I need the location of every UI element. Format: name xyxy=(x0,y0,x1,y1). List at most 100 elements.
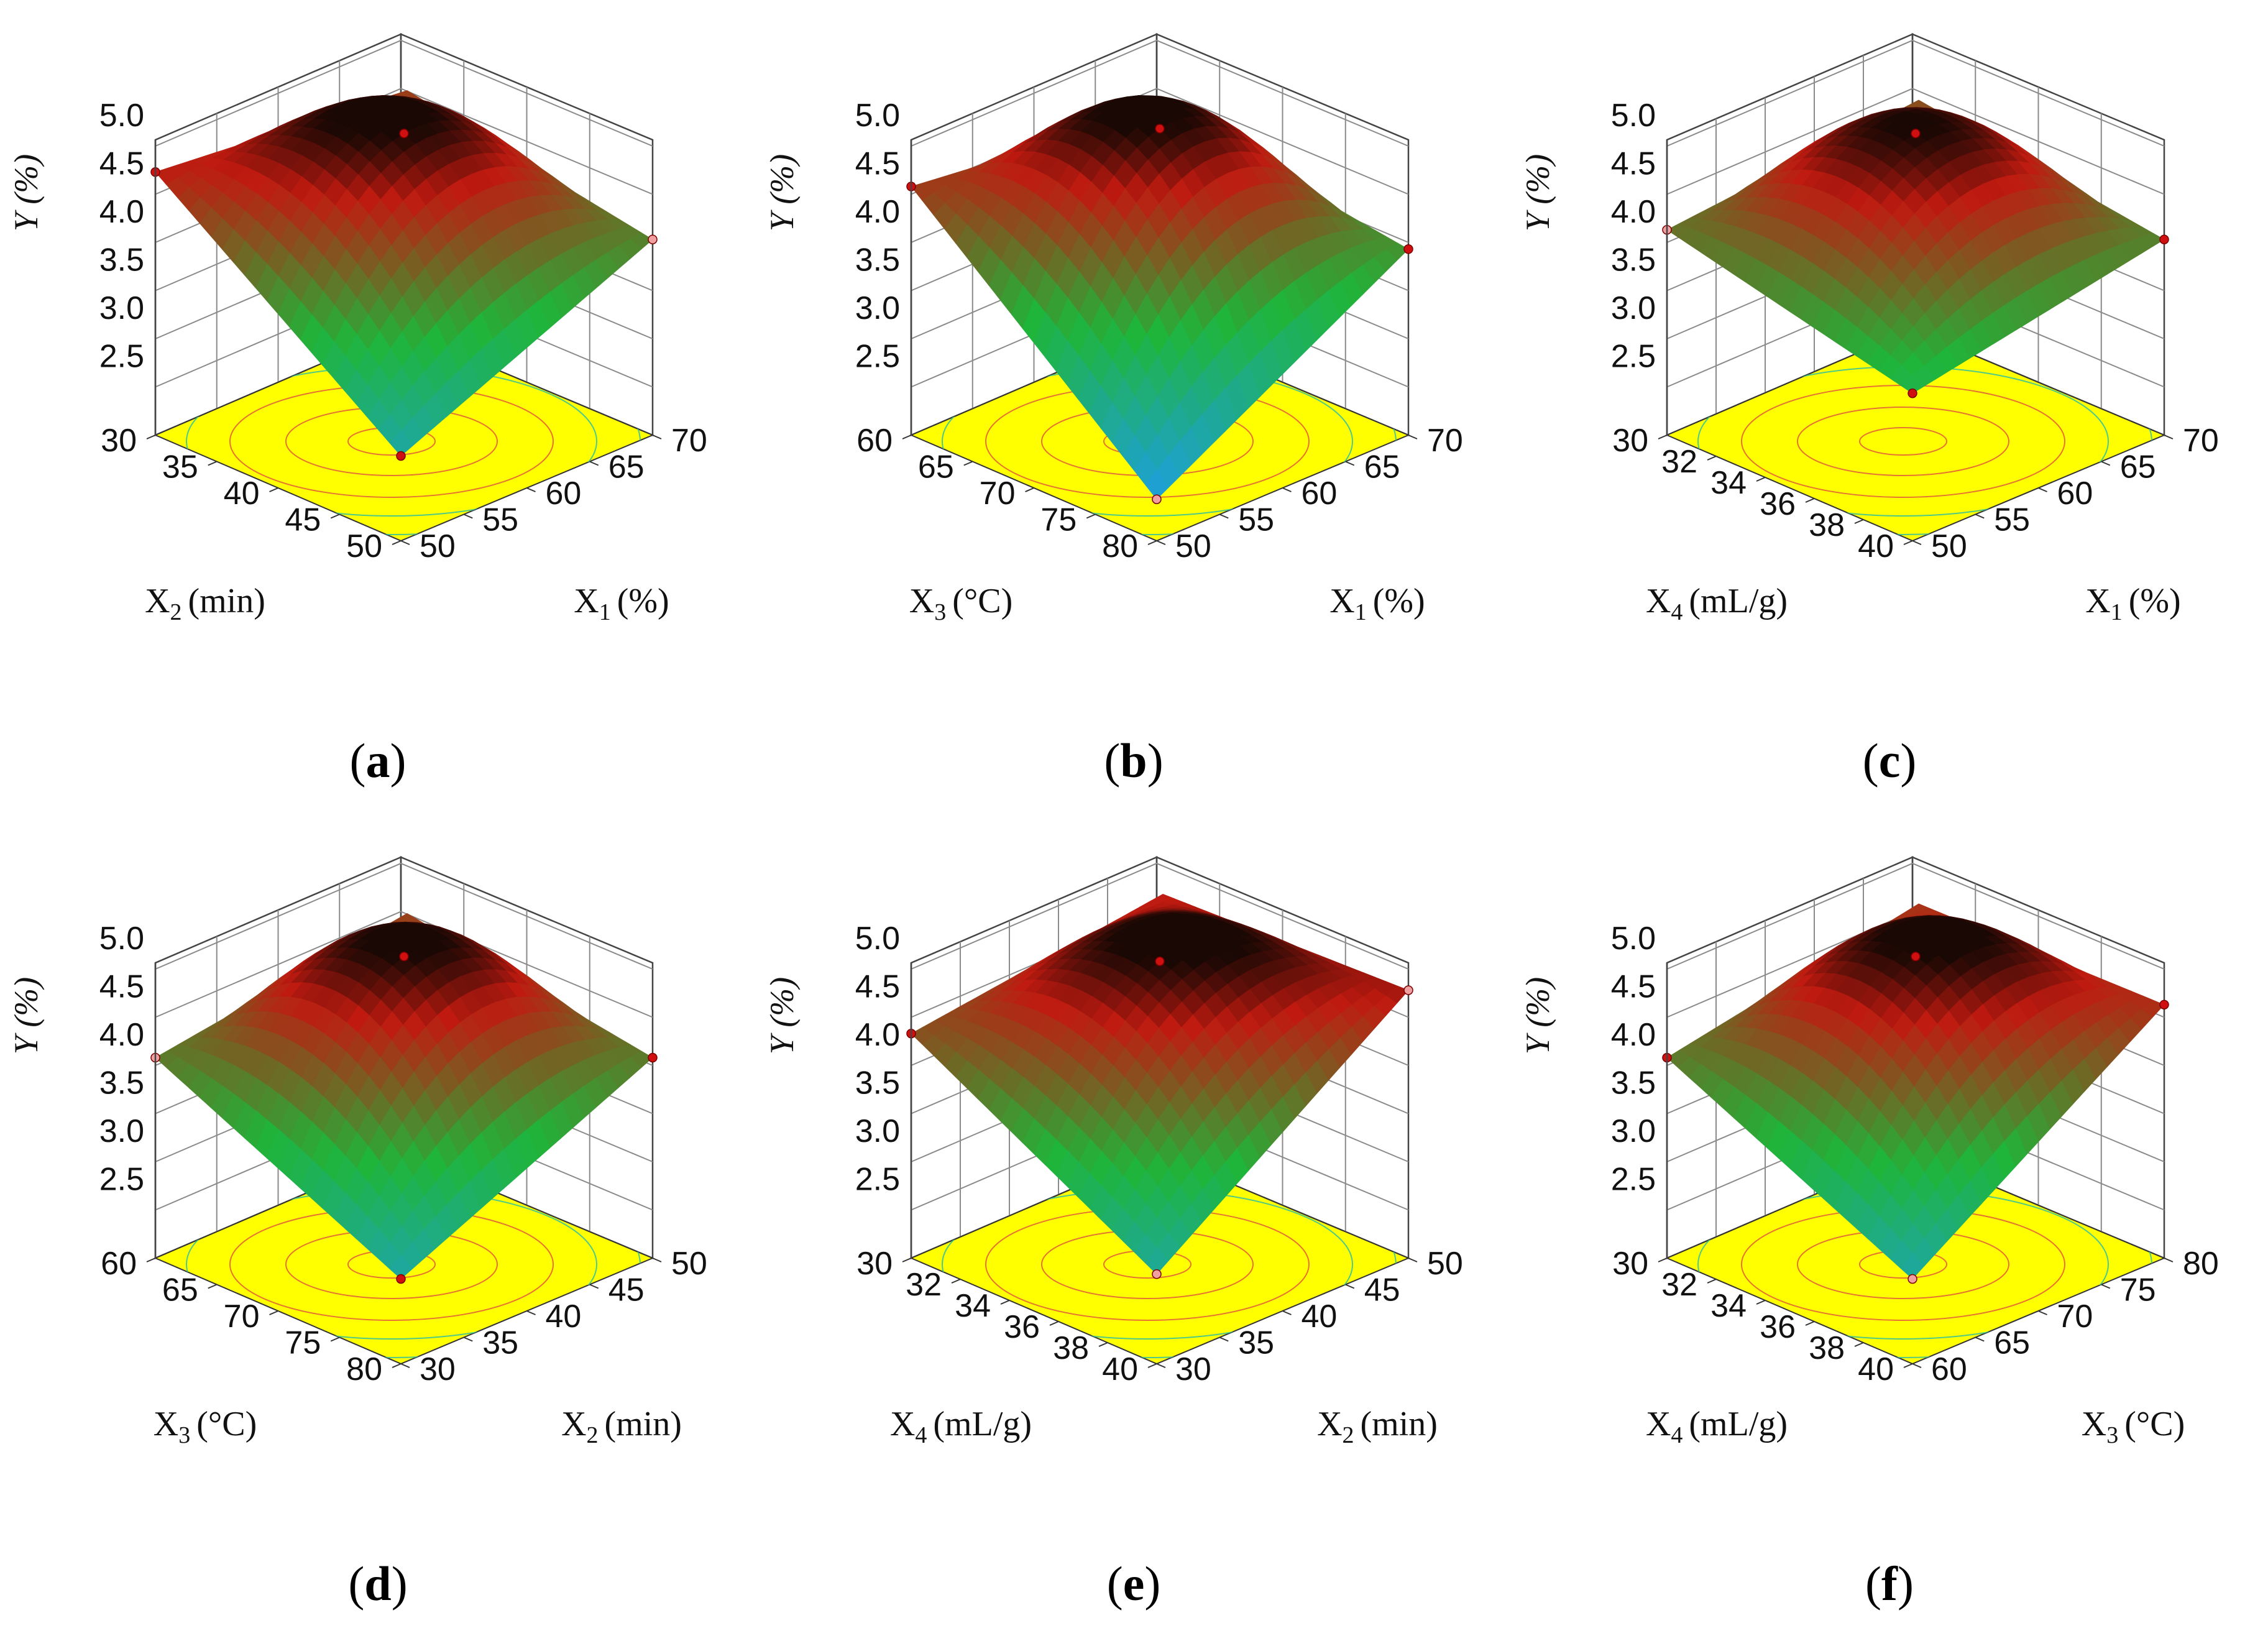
design-point xyxy=(1403,985,1413,995)
surface-patch xyxy=(1901,1253,1924,1280)
design-point xyxy=(2159,1000,2169,1009)
contour-line xyxy=(1859,427,1947,456)
x-tick-mark xyxy=(1854,519,1864,524)
x-tick-label: 60 xyxy=(101,1246,137,1282)
x-tick-mark xyxy=(392,1363,402,1368)
y-tick-mark xyxy=(1345,461,1355,466)
x-tick-label: 50 xyxy=(346,528,382,564)
x-tick-mark xyxy=(1805,498,1815,503)
z-tick-label: 3.0 xyxy=(1611,290,1656,326)
x-tick-mark xyxy=(1658,1257,1668,1262)
x-tick-label: 70 xyxy=(224,1299,260,1335)
z-axis-title: Y (%) xyxy=(763,154,801,231)
x-tick-label: 32 xyxy=(906,1267,942,1303)
z-axis: 2.5 3.0 3.5 4.0 4.5 5.0 Y (%) xyxy=(7,921,157,1258)
design-point xyxy=(2159,234,2169,244)
z-gridline xyxy=(155,862,653,970)
y-tick-label: 80 xyxy=(2183,1246,2219,1282)
surface-patch xyxy=(389,430,413,457)
x-axis-title: X4 (mL/g) xyxy=(1646,582,1788,625)
x-tick-label: 45 xyxy=(285,502,321,538)
y-axis-title: X1 (%) xyxy=(2085,582,2180,625)
y-axis: 50 55 60 65 70 X1 (%) xyxy=(1156,423,1463,625)
design-point xyxy=(396,451,406,461)
x-tick-label: 40 xyxy=(1102,1351,1138,1387)
x-tick-label: 30 xyxy=(1612,1246,1648,1282)
z-axis: 2.5 3.0 3.5 4.0 4.5 5.0 Y (%) xyxy=(763,921,912,1258)
z-tick-label: 3.5 xyxy=(855,1065,900,1101)
y-tick-mark xyxy=(2164,434,2174,439)
x-tick-label: 32 xyxy=(1661,444,1697,480)
z-tick-label: 2.5 xyxy=(855,339,900,375)
y-tick-label: 65 xyxy=(1994,1325,2030,1361)
z-axis-title: Y (%) xyxy=(1519,977,1556,1054)
y-axis: 50 55 60 65 70 X1 (%) xyxy=(400,423,707,625)
y-tick-label: 40 xyxy=(546,1299,582,1335)
chart-panel-a: 2.5 3.0 3.5 4.0 4.5 5.0 Y (%) 30 35 40 45 50 X2 (min)… xyxy=(0,0,756,823)
chart-panel-e: 2.5 3.0 3.5 4.0 4.5 5.0 Y (%) 30 32 34 36 38 40 X4 (mL… xyxy=(756,823,1512,1646)
design-point xyxy=(648,1052,658,1063)
design-point xyxy=(1152,1269,1162,1279)
panel-caption: (e) xyxy=(1107,1556,1161,1611)
x-tick-label: 80 xyxy=(346,1351,382,1387)
z-tick-label: 4.5 xyxy=(1611,146,1656,182)
x-axis-title: X3 (°C) xyxy=(909,582,1013,625)
z-axis: 2.5 3.0 3.5 4.0 4.5 5.0 Y (%) xyxy=(1519,98,1668,435)
x-tick-label: 80 xyxy=(1102,528,1138,564)
y-tick-mark xyxy=(526,1310,536,1315)
y-tick-label: 55 xyxy=(482,502,518,538)
x-tick-mark xyxy=(1098,1342,1108,1347)
y-tick-mark xyxy=(1219,1336,1229,1342)
z-axis-title: Y (%) xyxy=(7,977,45,1054)
design-point xyxy=(1908,1274,1917,1284)
x-tick-label: 34 xyxy=(1710,1288,1747,1324)
z-tick-label: 5.0 xyxy=(99,98,144,134)
y-axis: 60 65 70 75 80 X3 (°C) xyxy=(1912,1246,2219,1448)
x-tick-mark xyxy=(902,1257,912,1262)
y-axis: 50 55 60 65 70 X1 (%) xyxy=(1912,423,2219,625)
y-tick-mark xyxy=(652,1257,662,1262)
x-tick-label: 34 xyxy=(955,1288,991,1324)
design-point xyxy=(1155,956,1165,967)
x-tick-label: 70 xyxy=(980,476,1016,512)
response-surface xyxy=(1666,903,2165,1280)
x-tick-mark xyxy=(1000,1300,1010,1305)
x-tick-label: 38 xyxy=(1053,1330,1089,1366)
x-axis: 30 32 34 36 38 40 X4 (mL/g) xyxy=(1612,423,1913,625)
y-axis-title: X2 (min) xyxy=(1317,1405,1438,1448)
y-axis-title: X3 (°C) xyxy=(2082,1405,2185,1448)
x-tick-label: 38 xyxy=(1809,507,1845,543)
y-tick-mark xyxy=(652,434,662,439)
x-tick-label: 30 xyxy=(101,423,137,459)
z-gridline xyxy=(1666,88,2165,195)
surface-patch xyxy=(1145,1248,1168,1275)
y-tick-mark xyxy=(400,540,410,545)
x-tick-mark xyxy=(1903,1363,1913,1368)
chart-svg: 2.5 3.0 3.5 4.0 4.5 5.0 Y (%) 60 65 70 75 80 X3 (°C) 5… xyxy=(763,33,1463,788)
x-tick-label: 75 xyxy=(285,1325,321,1361)
x-tick-label: 40 xyxy=(1858,528,1894,564)
chart-panel-f: 2.5 3.0 3.5 4.0 4.5 5.0 Y (%) 30 32 34 36 38 40 X4 (mL… xyxy=(1512,823,2267,1646)
z-gridline xyxy=(911,39,1409,147)
y-tick-mark xyxy=(2038,1310,2047,1315)
z-tick-label: 2.5 xyxy=(1611,1162,1656,1198)
x-tick-label: 30 xyxy=(856,1246,893,1282)
y-axis-title: X1 (%) xyxy=(574,582,669,625)
panel-caption: (d) xyxy=(348,1556,407,1611)
x-tick-label: 38 xyxy=(1809,1330,1845,1366)
z-tick-label: 5.0 xyxy=(855,98,900,134)
z-tick-label: 4.0 xyxy=(855,1017,900,1053)
y-tick-label: 70 xyxy=(1427,423,1463,459)
x-tick-mark xyxy=(392,540,402,545)
z-tick-label: 5.0 xyxy=(1611,921,1656,957)
z-tick-label: 4.0 xyxy=(855,194,900,230)
design-point xyxy=(648,234,658,244)
x-tick-label: 65 xyxy=(918,449,954,485)
design-point xyxy=(399,129,409,139)
x-axis: 60 65 70 75 80 X3 (°C) xyxy=(856,423,1157,625)
chart-panel-b: 2.5 3.0 3.5 4.0 4.5 5.0 Y (%) 60 65 70 75 80 X3 (°C) 5… xyxy=(756,0,1512,823)
y-tick-label: 70 xyxy=(671,423,707,459)
x-tick-mark xyxy=(1049,1321,1059,1326)
response-surface xyxy=(911,894,1409,1275)
panel-caption: (b) xyxy=(1104,733,1163,788)
